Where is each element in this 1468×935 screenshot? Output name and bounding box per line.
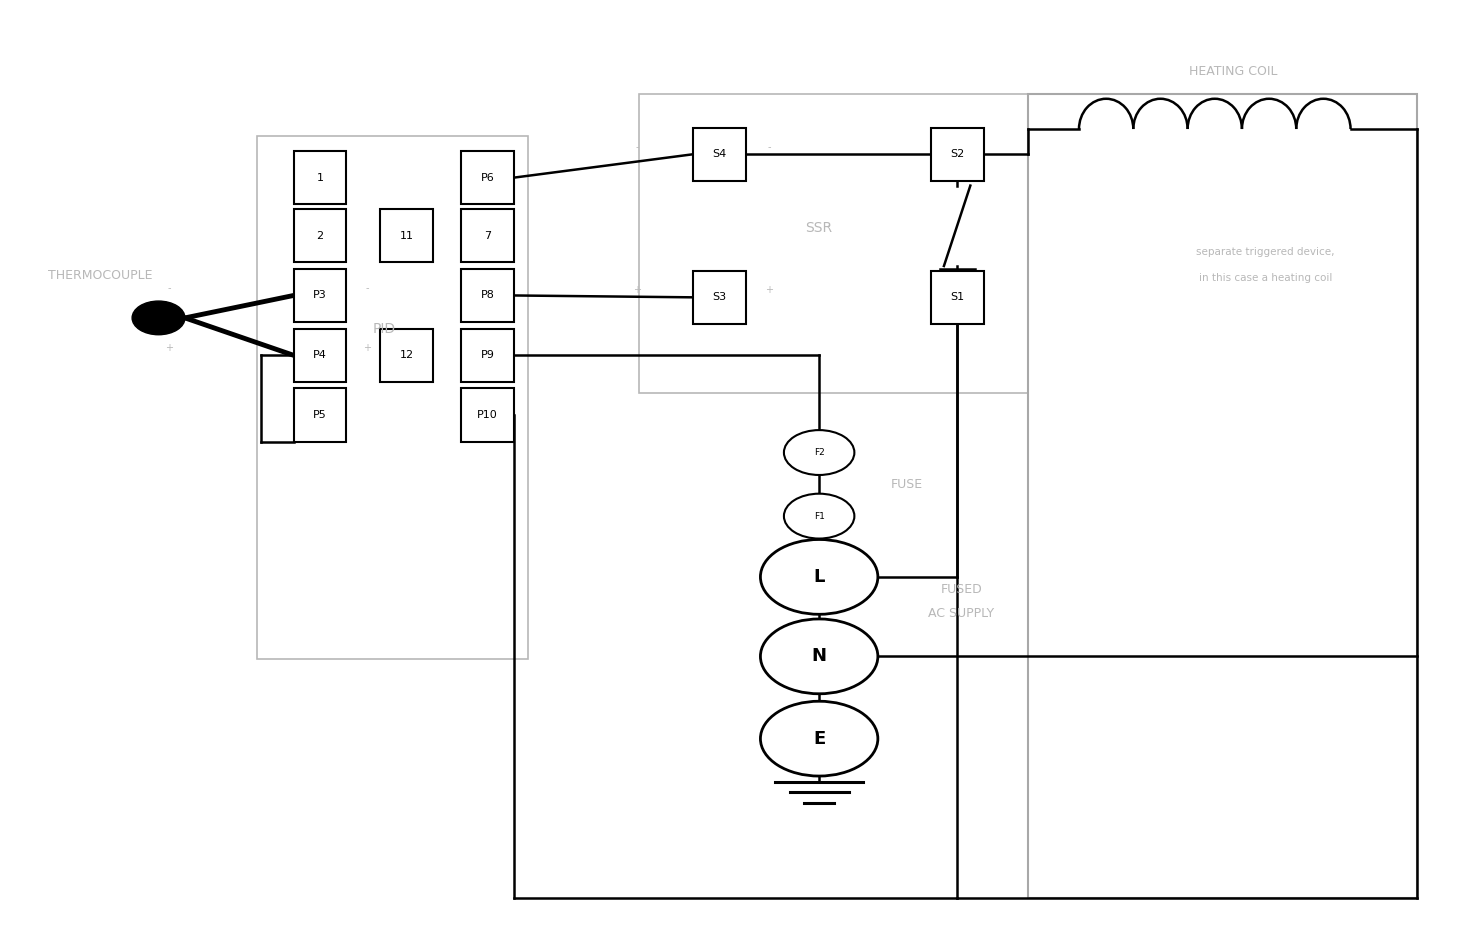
Text: in this case a heating coil: in this case a heating coil — [1199, 273, 1331, 282]
Text: S1: S1 — [950, 293, 964, 302]
Bar — [294, 388, 346, 441]
Text: P8: P8 — [480, 291, 495, 300]
Text: HEATING COIL: HEATING COIL — [1189, 65, 1277, 79]
Text: FUSE: FUSE — [891, 478, 923, 491]
Text: P6: P6 — [480, 173, 495, 182]
Text: N: N — [812, 647, 826, 666]
Text: 2: 2 — [317, 231, 323, 240]
Text: P4: P4 — [313, 351, 327, 360]
Text: AC SUPPLY: AC SUPPLY — [928, 607, 995, 620]
Bar — [257, 136, 528, 659]
Text: P3: P3 — [313, 291, 327, 300]
Text: 11: 11 — [399, 231, 414, 240]
Bar — [380, 328, 433, 381]
Bar — [380, 209, 433, 262]
Circle shape — [784, 494, 854, 539]
Bar — [639, 94, 1028, 393]
Text: -: - — [366, 283, 368, 293]
Text: L: L — [813, 568, 825, 586]
Text: -: - — [167, 283, 170, 293]
Text: P9: P9 — [480, 351, 495, 360]
Text: FUSED: FUSED — [941, 583, 982, 596]
Bar — [461, 268, 514, 322]
Bar — [931, 270, 984, 324]
Text: P10: P10 — [477, 410, 498, 420]
Text: E: E — [813, 729, 825, 748]
Text: -: - — [636, 142, 639, 151]
Text: separate triggered device,: separate triggered device, — [1196, 248, 1334, 257]
Text: F1: F1 — [813, 511, 825, 521]
Bar — [461, 328, 514, 381]
Bar — [693, 127, 746, 181]
Text: 12: 12 — [399, 351, 414, 360]
Text: S3: S3 — [712, 293, 727, 302]
Text: PID: PID — [373, 323, 396, 336]
Circle shape — [760, 619, 878, 694]
Bar — [931, 127, 984, 181]
Bar — [461, 151, 514, 204]
Bar — [1028, 94, 1417, 898]
Circle shape — [760, 701, 878, 776]
Text: +: + — [164, 343, 173, 352]
Bar — [294, 328, 346, 381]
Bar — [461, 388, 514, 441]
Text: P5: P5 — [313, 410, 327, 420]
Text: S4: S4 — [712, 150, 727, 159]
Text: +: + — [633, 285, 642, 295]
Bar — [693, 270, 746, 324]
Text: 1: 1 — [317, 173, 323, 182]
Text: +: + — [363, 343, 371, 352]
Bar — [461, 209, 514, 262]
Bar — [294, 268, 346, 322]
Text: SSR: SSR — [806, 222, 832, 235]
Text: -: - — [768, 142, 771, 151]
Circle shape — [760, 539, 878, 614]
Text: +: + — [765, 285, 774, 295]
Bar — [294, 151, 346, 204]
Text: THERMOCOUPLE: THERMOCOUPLE — [47, 269, 153, 282]
Text: 7: 7 — [484, 231, 490, 240]
Circle shape — [784, 430, 854, 475]
Text: F2: F2 — [813, 448, 825, 457]
Circle shape — [132, 301, 185, 335]
Text: S2: S2 — [950, 150, 964, 159]
Bar — [294, 209, 346, 262]
